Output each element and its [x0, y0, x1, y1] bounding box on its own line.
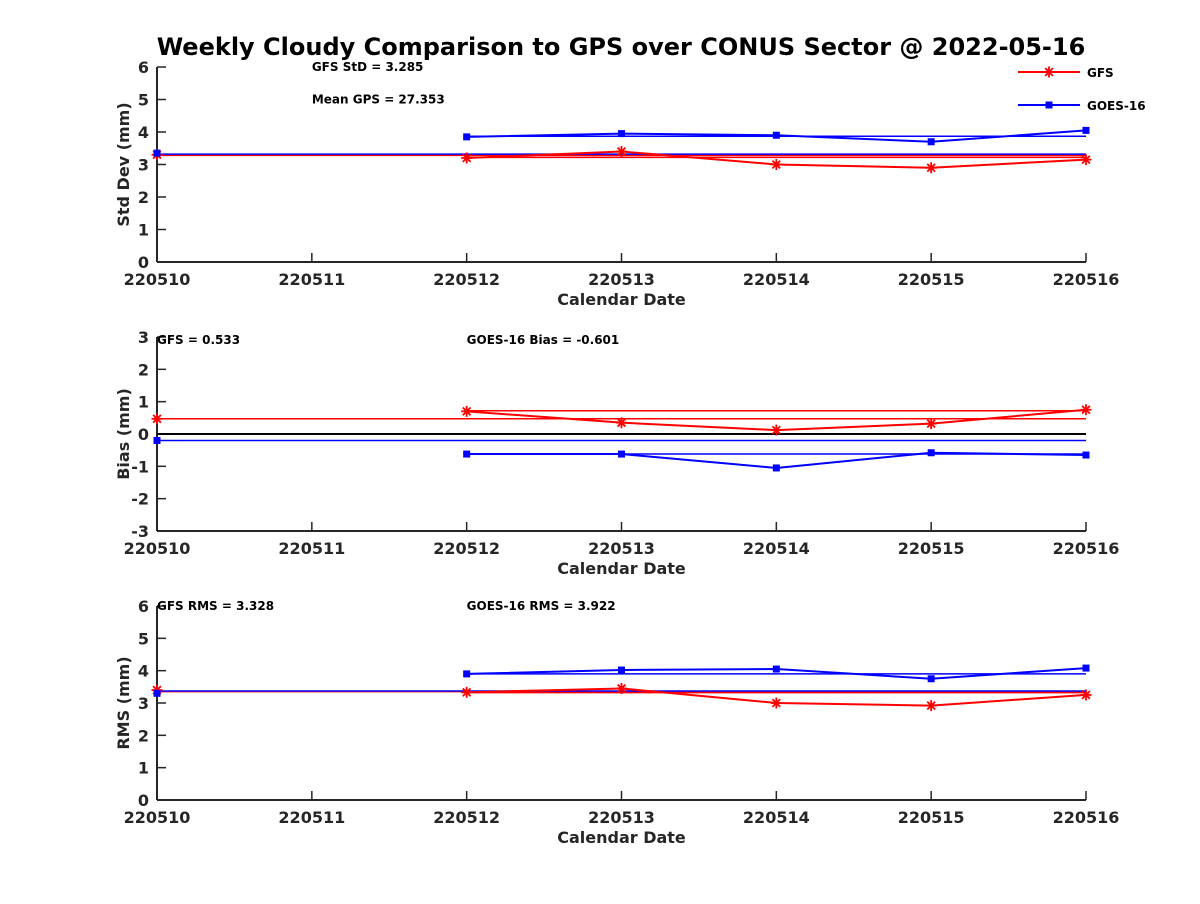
- y-tick-label: 5: [138, 629, 149, 648]
- stat-annotation: GFS RMS = 3.328: [157, 599, 274, 613]
- data-point-gfs: [770, 159, 782, 170]
- legend-sample-gfs-marker: [1043, 66, 1055, 78]
- y-tick-label: 1: [138, 759, 149, 778]
- y-tick-label: 6: [138, 597, 149, 616]
- data-point-gfs: [1080, 154, 1092, 166]
- y-tick-label: 0: [138, 253, 149, 272]
- data-point-gfs: [925, 418, 937, 430]
- panel-3: 220510 220511 220512 220513 220514 220515 2205…: [114, 597, 1119, 847]
- start-point-gfs: [151, 413, 163, 425]
- x-tick-label: 220516: [1053, 539, 1120, 558]
- y-axis-label: RMS (mm): [114, 656, 133, 749]
- x-tick-label: 220514: [743, 539, 810, 558]
- x-tick-label: 220511: [278, 270, 345, 289]
- y-tick-label: 3: [138, 328, 149, 347]
- y-axis-label: Bias (mm): [114, 388, 133, 480]
- y-tick-label: 0: [138, 791, 149, 810]
- chart-title: Weekly Cloudy Comparison to GPS over CON…: [157, 33, 1086, 61]
- x-tick-label: 220510: [124, 539, 191, 558]
- x-tick-label: 220514: [743, 808, 810, 827]
- data-point-goes16: [772, 464, 780, 472]
- data-point-goes16: [463, 670, 471, 678]
- data-point-gfs: [925, 162, 937, 174]
- x-tick-label: 220515: [898, 539, 965, 558]
- legend: GFS GOES-16: [1018, 66, 1146, 113]
- data-point-goes16: [618, 130, 625, 138]
- data-point-goes16: [618, 666, 625, 674]
- y-tick-label: 6: [138, 58, 149, 77]
- x-tick-label: 220515: [898, 808, 965, 827]
- x-axis-label: Calendar Date: [557, 559, 686, 578]
- x-tick-label: 220510: [124, 270, 191, 289]
- x-tick-label: 220513: [588, 270, 655, 289]
- x-tick-label: 220513: [588, 539, 655, 558]
- y-tick-label: 3: [138, 694, 149, 713]
- data-point-gfs: [461, 405, 473, 417]
- data-point-goes16: [463, 133, 471, 141]
- legend-label-gfs: GFS: [1087, 66, 1114, 80]
- x-tick-label: 220513: [588, 808, 655, 827]
- data-point-goes16: [1082, 126, 1090, 134]
- x-axis-label: Calendar Date: [557, 290, 686, 309]
- data-point-gfs: [616, 417, 627, 429]
- start-point-goes16: [153, 436, 161, 444]
- y-axis-label: Std Dev (mm): [114, 102, 133, 226]
- data-point-goes16: [618, 450, 625, 458]
- x-axis-label: Calendar Date: [557, 828, 686, 847]
- y-tick-label: 1: [138, 221, 149, 240]
- y-tick-label: -3: [131, 522, 149, 541]
- data-point-goes16: [772, 131, 780, 139]
- x-tick-label: 220511: [278, 808, 345, 827]
- y-tick-label: 2: [138, 188, 149, 207]
- y-tick-label: 2: [138, 726, 149, 745]
- legend-label-goes16: GOES-16: [1087, 99, 1146, 113]
- data-point-gfs: [770, 697, 782, 709]
- data-point-goes16: [772, 665, 780, 673]
- y-tick-label: 1: [138, 393, 149, 412]
- y-tick-label: 3: [138, 156, 149, 175]
- stat-annotation: GFS StD = 3.285: [312, 60, 424, 74]
- x-tick-label: 220510: [124, 808, 191, 827]
- x-tick-label: 220515: [898, 270, 965, 289]
- data-point-gfs: [925, 700, 937, 712]
- data-point-gfs: [461, 686, 473, 698]
- start-point-goes16: [153, 149, 161, 157]
- y-tick-label: 2: [138, 360, 149, 379]
- data-point-goes16: [463, 450, 471, 458]
- stat-annotation: GFS = 0.533: [157, 333, 240, 347]
- x-tick-label: 220511: [278, 539, 345, 558]
- data-point-goes16: [927, 138, 935, 146]
- data-point-gfs: [461, 152, 473, 164]
- y-tick-label: 5: [138, 91, 149, 110]
- legend-sample-goes16-marker: [1045, 101, 1053, 109]
- data-point-gfs: [1080, 404, 1092, 416]
- x-tick-label: 220512: [433, 539, 500, 558]
- stat-annotation: GOES-16 RMS = 3.922: [467, 599, 616, 613]
- y-tick-label: 4: [138, 662, 149, 681]
- stat-annotation: Mean GPS = 27.353: [312, 93, 445, 107]
- panel-2: 220510 220511 220512 220513 220514 220515 2205…: [114, 328, 1119, 578]
- x-tick-label: 220516: [1053, 270, 1120, 289]
- y-tick-label: -2: [131, 490, 149, 509]
- y-tick-label: -1: [131, 457, 149, 476]
- y-tick-label: 4: [138, 123, 149, 142]
- x-tick-label: 220512: [433, 270, 500, 289]
- data-point-goes16: [927, 675, 935, 683]
- data-point-goes16: [927, 449, 935, 457]
- panel-1: 220510 220511 220512 220513 220514 220515 2205…: [114, 58, 1119, 309]
- data-point-gfs: [1080, 689, 1092, 701]
- stat-annotation: GOES-16 Bias = -0.601: [467, 333, 620, 347]
- x-tick-label: 220514: [743, 270, 810, 289]
- data-point-goes16: [1082, 664, 1090, 672]
- start-point-goes16: [153, 689, 161, 697]
- x-tick-label: 220516: [1053, 808, 1120, 827]
- data-point-gfs: [616, 682, 627, 694]
- y-tick-label: 0: [138, 425, 149, 444]
- x-tick-label: 220512: [433, 808, 500, 827]
- data-point-goes16: [1082, 451, 1090, 459]
- data-point-gfs: [770, 424, 782, 436]
- data-point-gfs: [616, 146, 627, 157]
